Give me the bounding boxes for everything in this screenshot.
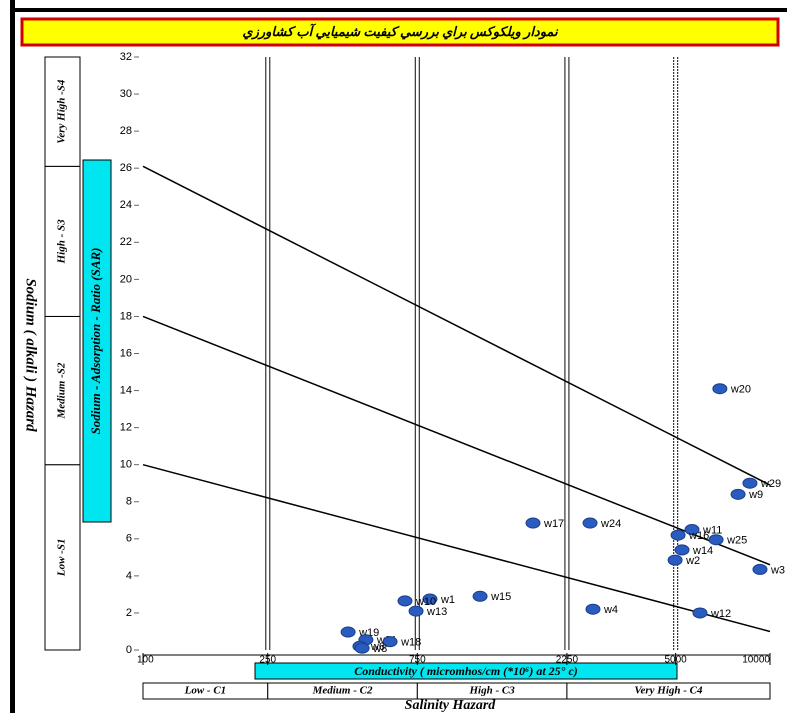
point	[742, 477, 758, 489]
y-tick-label: 0	[126, 644, 132, 656]
s-class-box	[44, 165, 81, 317]
point	[670, 529, 686, 541]
point-label: w10	[415, 596, 436, 608]
s-class-label: Very High -S4	[56, 79, 68, 144]
y-tick-label: 24	[120, 199, 132, 211]
y-tick-label: 30	[120, 88, 132, 100]
point	[674, 544, 690, 556]
s-class-label: Medium -S2	[56, 362, 68, 419]
c-class-box	[566, 682, 771, 700]
point	[752, 563, 768, 575]
y-tick-label: 6	[126, 533, 132, 545]
point-label: w15	[490, 591, 511, 603]
point	[472, 590, 488, 602]
y-tick-label: 28	[120, 125, 132, 137]
point-label: w11	[702, 524, 722, 536]
y-tick-label: 32	[120, 51, 132, 63]
boundary-line	[142, 463, 771, 633]
point-label: w20	[730, 384, 751, 396]
y-tick-label: 20	[120, 273, 132, 285]
point-label: w18	[400, 637, 421, 649]
y-label: Sodium - Adsorption - Ratio (SAR)	[88, 248, 103, 435]
point-label: w12	[710, 608, 731, 620]
point	[667, 554, 683, 566]
conductivity-box	[254, 662, 678, 680]
s-class-box	[44, 56, 81, 167]
point-label: w3	[770, 564, 785, 576]
point	[585, 603, 601, 615]
point-label: w6	[370, 641, 385, 653]
point-label: w24	[600, 518, 621, 530]
point-label: w2	[685, 555, 700, 567]
y-tick-label: 8	[126, 496, 132, 508]
point-label: w17	[543, 518, 564, 530]
s-class-label: Low -S1	[56, 539, 68, 578]
point-label: w14	[692, 545, 713, 557]
title-box	[20, 17, 780, 47]
x-tick-label: 100	[137, 655, 154, 666]
point	[582, 517, 598, 529]
y-tick-label: 4	[126, 570, 132, 582]
point	[692, 607, 708, 619]
chart-title: نمودار ويلكوكس براي بررسي كيفيت شيميايي …	[242, 23, 559, 40]
point-label: w9	[748, 489, 763, 501]
point-label: w13	[426, 606, 447, 618]
point	[684, 524, 700, 536]
x-tick-label: 10000	[742, 655, 770, 666]
y-tick-label: 12	[120, 422, 132, 434]
c-class-label: High - C3	[469, 685, 516, 697]
point-label: w8	[372, 643, 387, 655]
point	[712, 383, 728, 395]
point	[340, 626, 356, 638]
point	[730, 488, 746, 500]
y-tick-label: 16	[120, 347, 132, 359]
point-label: w4	[603, 604, 618, 616]
c-class-label: Medium - C2	[312, 685, 373, 697]
s-class-box	[44, 315, 81, 466]
point	[382, 636, 398, 648]
point-label: w29	[760, 478, 781, 490]
frame-left	[10, 0, 15, 713]
x-label: Conductivity ( micromhos/cm (*10⁶) at 25…	[354, 664, 578, 678]
y-title: Sodium ( alkali ) Hazard	[23, 278, 39, 432]
boundary-line	[142, 165, 771, 486]
y-tick-label: 14	[120, 384, 132, 396]
s-class-label: High - S3	[56, 219, 68, 265]
c-class-label: Low - C1	[184, 685, 227, 697]
point	[708, 534, 724, 546]
y-tick-label: 10	[120, 459, 132, 471]
y-tick-label: 2	[126, 607, 132, 619]
point-label: w16	[688, 530, 709, 542]
y-tick-label: 18	[120, 310, 132, 322]
sar-box	[82, 159, 112, 523]
y-tick-label: 22	[120, 236, 132, 248]
y-tick-label: 26	[120, 162, 132, 174]
point-label: w1	[440, 594, 455, 606]
point	[397, 595, 413, 607]
point	[408, 605, 424, 617]
s-class-box	[44, 464, 81, 651]
point	[354, 642, 370, 654]
c-class-label: Very High - C4	[634, 685, 703, 697]
boundary-line	[142, 315, 771, 566]
x-title: Salinity Hazard	[405, 698, 497, 713]
point	[525, 517, 541, 529]
frame-top	[10, 8, 787, 12]
point	[422, 593, 438, 605]
point-label: w25	[726, 535, 747, 547]
